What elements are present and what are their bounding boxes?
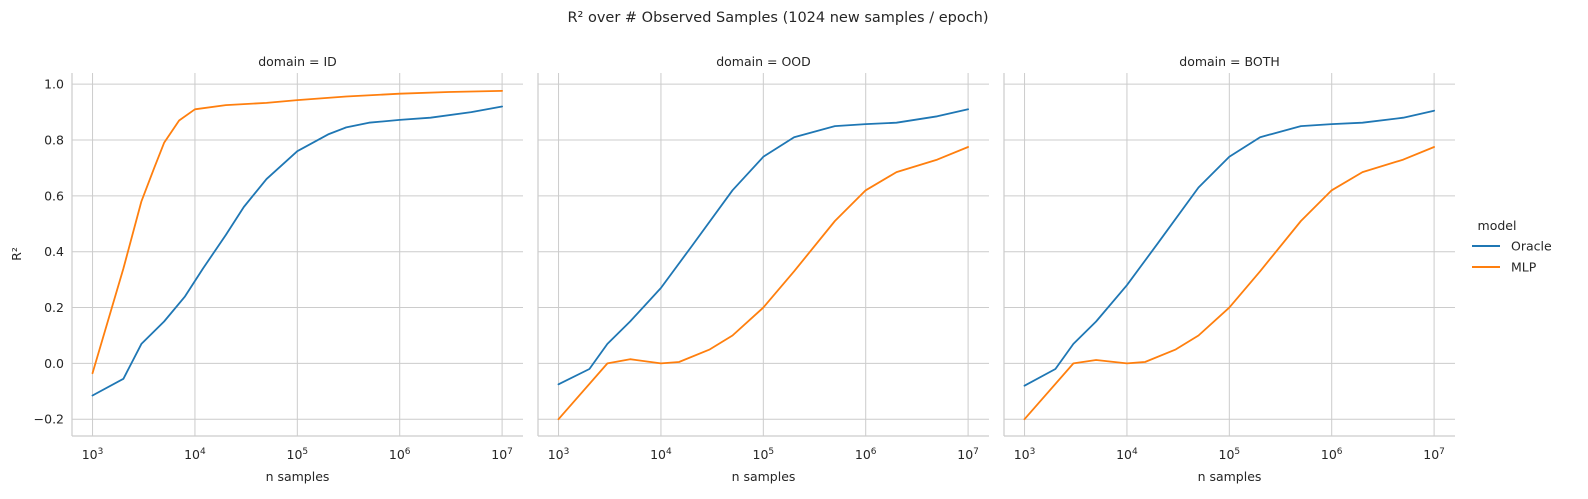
x-tick-label: 107 (1423, 447, 1445, 462)
x-tick-label: 106 (1321, 447, 1343, 462)
legend-title: model (1478, 218, 1517, 233)
figure-title: R² over # Observed Samples (1024 new sam… (567, 10, 988, 26)
x-tick-label: 107 (491, 447, 513, 462)
series-line-mlp (91, 90, 504, 375)
y-tick-label: 0.0 (44, 356, 64, 371)
x-tick-label: 105 (753, 447, 775, 462)
facet-panel-0: domain = ID 103 104 105 106 107 −0.2 0.0 0.2 0.4 0… (34, 54, 523, 484)
legend: model Oracle MLP (1472, 218, 1552, 275)
x-tick-label: 103 (82, 447, 104, 462)
series-line-mlp (1023, 146, 1435, 421)
x-tick-label: 105 (287, 447, 309, 462)
x-axis-label: n samples (732, 469, 796, 484)
legend-label-mlp: MLP (1511, 260, 1537, 275)
y-tick-label: 1.0 (44, 77, 64, 92)
x-tick-label: 106 (855, 447, 877, 462)
y-axis-label: R² (9, 247, 24, 261)
x-axis-label: n samples (266, 469, 330, 484)
y-tick-label: 0.4 (44, 244, 64, 259)
series-line-oracle (1023, 109, 1435, 387)
x-tick-label: 103 (548, 447, 570, 462)
x-tick-label: 103 (1014, 447, 1036, 462)
facet-panel-1: domain = OOD 103 104 105 106 107 n samples (537, 54, 989, 484)
facet-panel-2: domain = BOTH 103 104 105 106 107 n samples (1003, 54, 1455, 484)
panel-title: domain = ID (258, 54, 337, 69)
x-tick-label: 104 (184, 447, 206, 462)
y-tick-label: 0.8 (44, 133, 64, 148)
y-tick-label: 0.2 (44, 300, 64, 315)
series-line-mlp (557, 146, 969, 421)
panel-title: domain = OOD (716, 54, 811, 69)
x-tick-label: 105 (1219, 447, 1241, 462)
legend-label-oracle: Oracle (1511, 239, 1552, 254)
x-tick-label: 104 (650, 447, 672, 462)
x-tick-label: 106 (389, 447, 411, 462)
y-tick-label: −0.2 (34, 412, 64, 427)
series-line-oracle (557, 108, 969, 386)
x-axis-label: n samples (1198, 469, 1262, 484)
x-tick-label: 107 (957, 447, 979, 462)
panel-title: domain = BOTH (1179, 54, 1279, 69)
series-line-oracle (91, 105, 504, 397)
facet-panels: domain = ID 103 104 105 106 107 −0.2 0.0 0.2 0.4 0… (34, 54, 1455, 484)
y-tick-label: 0.6 (44, 188, 64, 203)
x-tick-label: 104 (1116, 447, 1138, 462)
